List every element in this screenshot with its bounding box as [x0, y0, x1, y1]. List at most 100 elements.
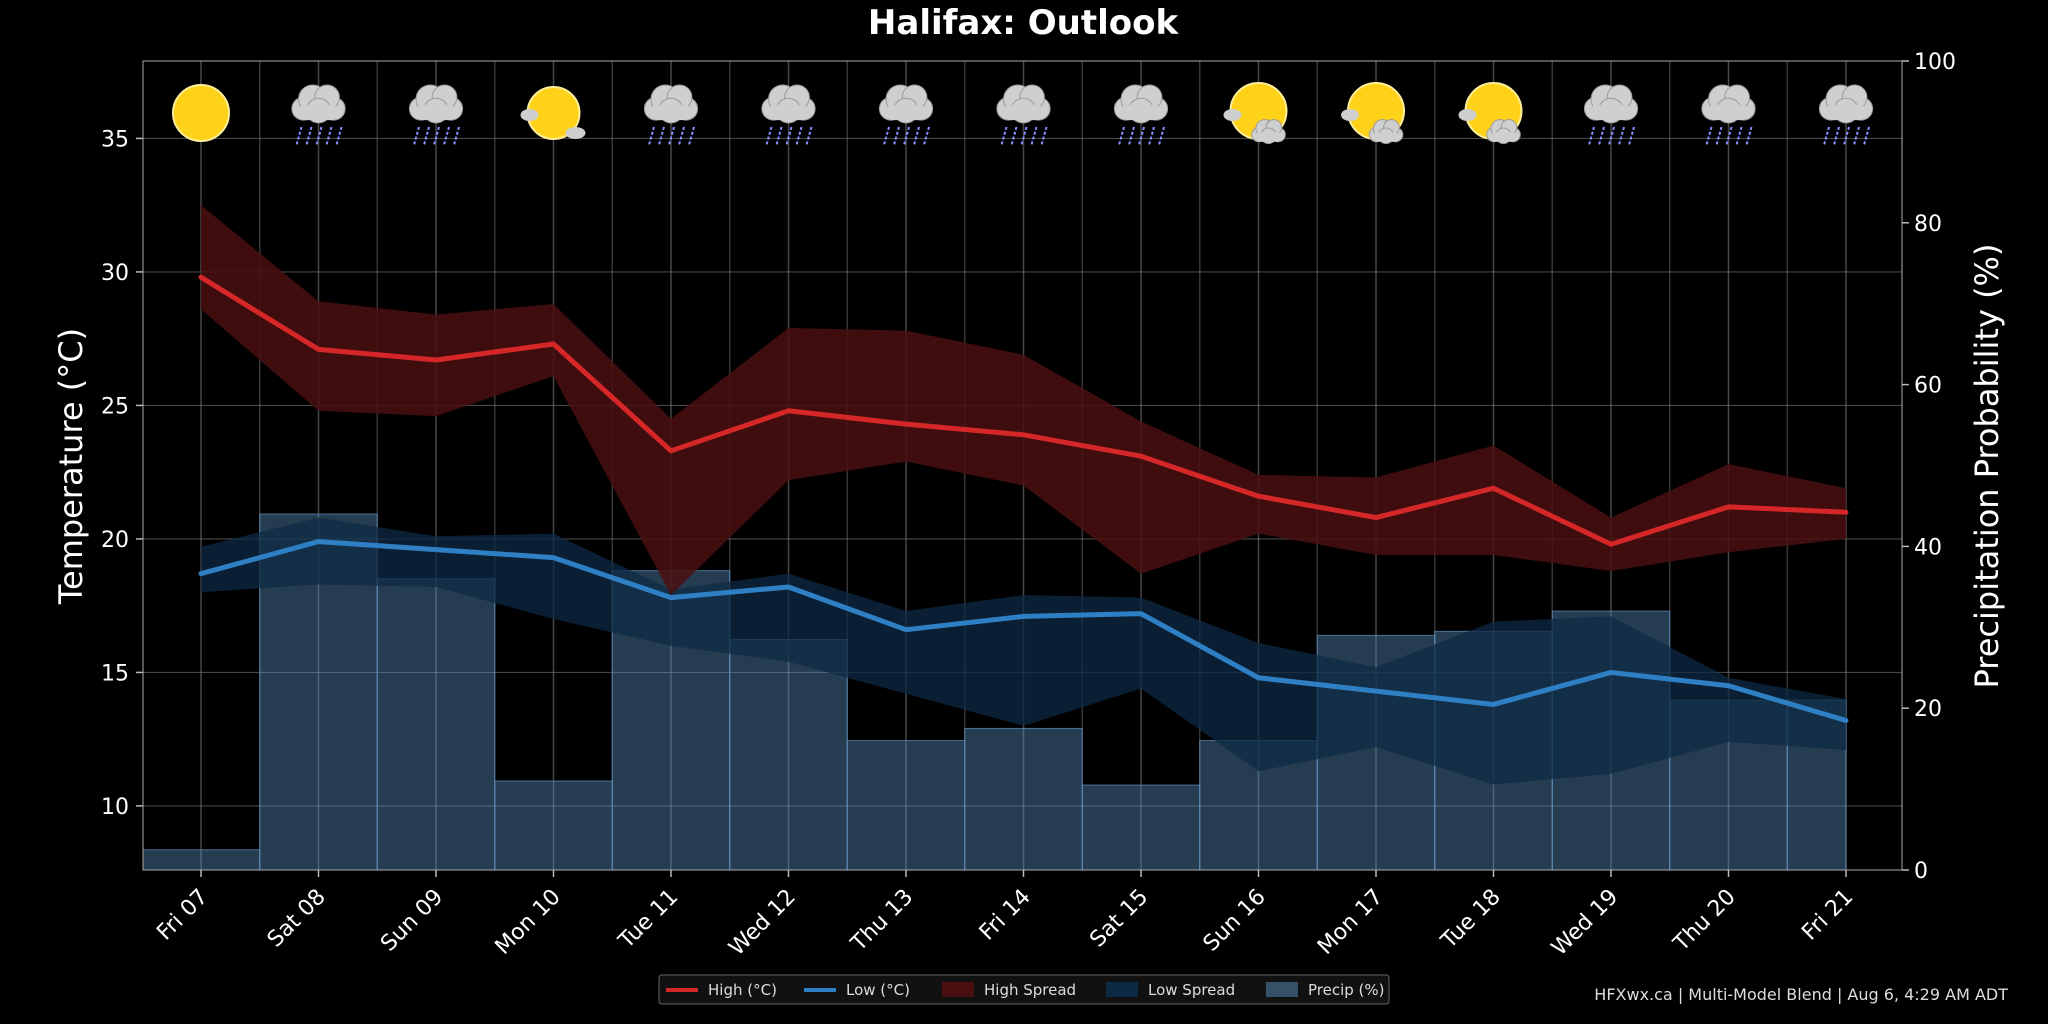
- rain-drop: [668, 126, 675, 146]
- legend-box: [658, 974, 1390, 1005]
- rain-drop: [1705, 126, 1713, 146]
- series-lines: [198, 274, 1849, 723]
- precip-bar: [1081, 784, 1201, 871]
- rain-drop: [903, 126, 910, 146]
- chart-title: Halifax: Outlook: [868, 3, 1180, 43]
- sun-cloud-icon: [1341, 82, 1405, 145]
- cloud-wisp: [565, 127, 586, 139]
- rain-cloud-icon: [996, 84, 1051, 146]
- rain-drop: [335, 126, 343, 146]
- rain-drop: [883, 126, 890, 146]
- sun-cloud-icon: [1458, 82, 1523, 145]
- rain-drop: [453, 126, 460, 146]
- rain-cloud-icon: [1701, 84, 1756, 146]
- legend-label: Low (°C): [846, 981, 910, 999]
- legend: High (°C) Low (°C) High Spread Low Spread Pr…: [658, 974, 1390, 1005]
- cloud-wisp: [1458, 109, 1477, 121]
- rain-drop: [795, 126, 803, 146]
- rain-drop: [678, 126, 685, 146]
- legend-label: High (°C): [708, 981, 777, 999]
- rain-drop: [1628, 126, 1635, 146]
- rain-drop: [658, 126, 665, 146]
- cloud-base: [650, 104, 692, 121]
- legend-swatch: [1266, 982, 1298, 997]
- rain-drop: [805, 126, 813, 146]
- rain-drop: [1118, 126, 1125, 146]
- precip-bar: [494, 780, 613, 871]
- cloud-base: [1002, 104, 1045, 121]
- y-axis-left-ticks: 10 15 20 25 30 35: [101, 127, 143, 820]
- rain-drop: [893, 126, 900, 146]
- legend-label: Low Spread: [1148, 981, 1235, 999]
- rain-drop: [325, 126, 333, 146]
- cloud-base: [885, 104, 927, 121]
- rain-drop: [1128, 126, 1135, 146]
- rain-drop: [913, 126, 920, 146]
- weather-icons: [172, 82, 1874, 146]
- rain-drop: [1715, 126, 1723, 146]
- y-axis-right-ticks: 0 20 40 60 80 100: [1902, 50, 1956, 884]
- rain-drop: [423, 126, 430, 146]
- y-tick-label: 20: [101, 528, 129, 553]
- y2-tick-label: 0: [1914, 859, 1928, 884]
- rain-drop: [775, 126, 783, 146]
- y-axis-label: Temperature (°C): [52, 328, 90, 605]
- cloud-wisp: [520, 109, 539, 121]
- rain-cloud-icon: [408, 84, 464, 146]
- cloud-wisp: [1223, 109, 1242, 121]
- rain-drop: [295, 126, 303, 146]
- rain-drop: [923, 126, 930, 146]
- rain-drop: [648, 126, 655, 146]
- rain-drop: [1158, 126, 1165, 146]
- y2-tick-label: 80: [1914, 212, 1942, 237]
- cloud-base: [1590, 104, 1632, 121]
- high-spread-band: [201, 205, 1846, 595]
- y2-tick-label: 100: [1914, 50, 1956, 75]
- rain-drop: [315, 126, 323, 146]
- sun-cloud-icon: [1223, 82, 1288, 145]
- cloud-base: [1120, 104, 1162, 121]
- legend-swatch: [942, 982, 974, 997]
- y2-tick-label: 60: [1914, 374, 1942, 399]
- y-tick-label: 15: [101, 661, 129, 686]
- y-tick-label: 35: [101, 127, 129, 152]
- rain-drop: [1588, 126, 1595, 146]
- rain-drop: [1020, 126, 1028, 146]
- rain-drop: [1833, 126, 1840, 146]
- rain-cloud-icon: [1113, 84, 1169, 146]
- rain-cloud-icon: [1818, 84, 1874, 146]
- cloud-base: [1372, 132, 1400, 142]
- rain-drop: [785, 126, 793, 146]
- rain-drop: [1598, 126, 1605, 146]
- precip-bar: [964, 727, 1083, 871]
- y-tick-label: 25: [101, 394, 129, 419]
- cloud-base: [767, 104, 810, 121]
- rain-drop: [1863, 126, 1870, 146]
- rain-cloud-icon: [643, 84, 699, 146]
- cloud-wisp: [1341, 109, 1359, 121]
- rain-drop: [1735, 126, 1743, 146]
- sun-icon: [172, 84, 230, 142]
- rain-drop: [1618, 126, 1625, 146]
- rain-drop: [413, 126, 420, 146]
- rain-cloud-icon: [761, 84, 816, 146]
- sun-disc: [172, 84, 230, 142]
- rain-drop: [1745, 126, 1753, 146]
- cloud-base: [1707, 104, 1750, 121]
- rain-cloud-icon: [1583, 84, 1639, 146]
- rain-drop: [1040, 126, 1048, 146]
- rain-drop: [1030, 126, 1038, 146]
- rain-drop: [1853, 126, 1860, 146]
- rain-drop: [1000, 126, 1008, 146]
- cloud-base: [1825, 104, 1867, 121]
- rain-drop: [765, 126, 773, 146]
- precip-bar: [729, 638, 848, 871]
- y2-axis-label: Precipitation Probability (%): [1968, 244, 2006, 689]
- rain-cloud-icon: [878, 84, 934, 146]
- y-tick-label: 10: [101, 795, 129, 820]
- rain-drop: [688, 126, 695, 146]
- footer-credit: HFXwx.ca | Multi-Model Blend | Aug 6, 4:…: [1594, 985, 2008, 1004]
- sun-partly-cloudy-icon: [520, 86, 586, 140]
- y2-tick-label: 40: [1914, 535, 1942, 560]
